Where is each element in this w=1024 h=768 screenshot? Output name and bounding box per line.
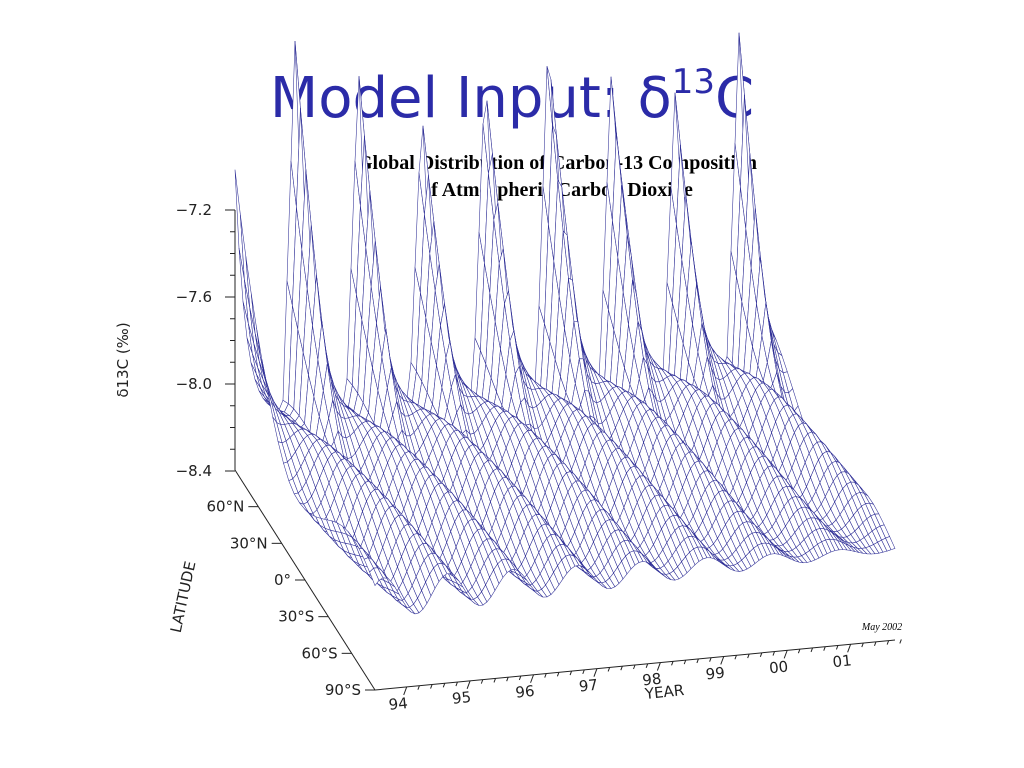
year-tick bbox=[593, 668, 598, 677]
z-tick-label: −7.6 bbox=[176, 288, 212, 306]
year-minor-tick bbox=[556, 672, 560, 677]
year-minor-tick bbox=[747, 653, 750, 659]
lat-tick-label: 60°S bbox=[302, 644, 338, 662]
year-minor-tick bbox=[772, 651, 775, 656]
year-tick-label: 95 bbox=[451, 688, 472, 708]
year-minor-tick bbox=[759, 652, 763, 657]
stamp: May 2002 bbox=[861, 622, 902, 633]
lat-tick-label: 60°N bbox=[207, 498, 245, 516]
year-minor-tick bbox=[671, 661, 674, 666]
title-end: C bbox=[715, 66, 754, 131]
year-minor-tick bbox=[620, 666, 623, 671]
year-tick bbox=[720, 656, 725, 665]
year-minor-tick bbox=[797, 648, 801, 654]
z-tick-label: −8.0 bbox=[176, 375, 212, 393]
year-minor-tick bbox=[582, 669, 585, 675]
year-minor-tick bbox=[874, 641, 877, 647]
year-label: YEAR bbox=[643, 681, 685, 703]
year-minor-tick bbox=[709, 657, 712, 662]
year-tick bbox=[783, 650, 788, 659]
year-minor-tick bbox=[683, 659, 687, 665]
z-label: δ13C (‰) bbox=[114, 322, 132, 397]
year-minor-tick bbox=[810, 647, 814, 653]
title-sup: 13 bbox=[672, 62, 715, 102]
year-tick bbox=[403, 686, 408, 696]
surface-cell bbox=[885, 536, 896, 551]
year-minor-tick bbox=[823, 646, 826, 651]
year-tick bbox=[847, 644, 852, 653]
year-minor-tick bbox=[607, 667, 611, 672]
year-minor-tick bbox=[417, 685, 420, 690]
year-minor-tick bbox=[835, 645, 839, 650]
year-tick-label: 96 bbox=[515, 682, 536, 702]
year-minor-tick bbox=[734, 655, 737, 660]
lat-tick-label: 30°S bbox=[278, 608, 314, 626]
lat-tick-label: 90°S bbox=[325, 681, 361, 699]
year-minor-tick bbox=[518, 675, 522, 681]
year-minor-tick bbox=[899, 639, 902, 644]
z-tick-label: −7.2 bbox=[176, 201, 212, 219]
year-minor-tick bbox=[696, 658, 699, 664]
year-tick-label: 98 bbox=[641, 670, 662, 690]
year-tick-label: 01 bbox=[832, 651, 853, 671]
title-text: Model Input: δ bbox=[270, 66, 672, 131]
slide-title: Model Input: δ13C bbox=[270, 62, 754, 131]
year-minor-tick bbox=[633, 664, 636, 670]
year-minor-tick bbox=[493, 678, 496, 683]
surface bbox=[234, 32, 896, 615]
year-minor-tick bbox=[886, 640, 890, 645]
year-tick-label: 94 bbox=[388, 694, 409, 714]
year-minor-tick bbox=[480, 679, 484, 684]
year-minor-tick bbox=[442, 683, 446, 688]
year-minor-tick bbox=[645, 663, 649, 668]
year-minor-tick bbox=[544, 673, 547, 678]
surface-cell bbox=[234, 169, 245, 280]
year-tick bbox=[466, 680, 471, 690]
year-minor-tick bbox=[430, 684, 433, 689]
year-tick bbox=[530, 674, 535, 683]
year-minor-tick bbox=[506, 677, 509, 682]
lat-tick-label: 30°N bbox=[230, 534, 268, 552]
axes bbox=[225, 209, 902, 696]
year-tick bbox=[656, 662, 661, 671]
year-minor-tick bbox=[569, 670, 573, 676]
lat-label: LATITUDE bbox=[167, 560, 200, 635]
z-tick-label: −8.4 bbox=[176, 462, 212, 480]
year-tick-label: 00 bbox=[768, 657, 789, 677]
year-minor-tick bbox=[455, 681, 458, 687]
year-tick-label: 97 bbox=[578, 676, 599, 696]
year-minor-tick bbox=[861, 642, 864, 648]
lat-tick-label: 0° bbox=[274, 571, 291, 589]
year-tick-label: 99 bbox=[705, 664, 726, 684]
